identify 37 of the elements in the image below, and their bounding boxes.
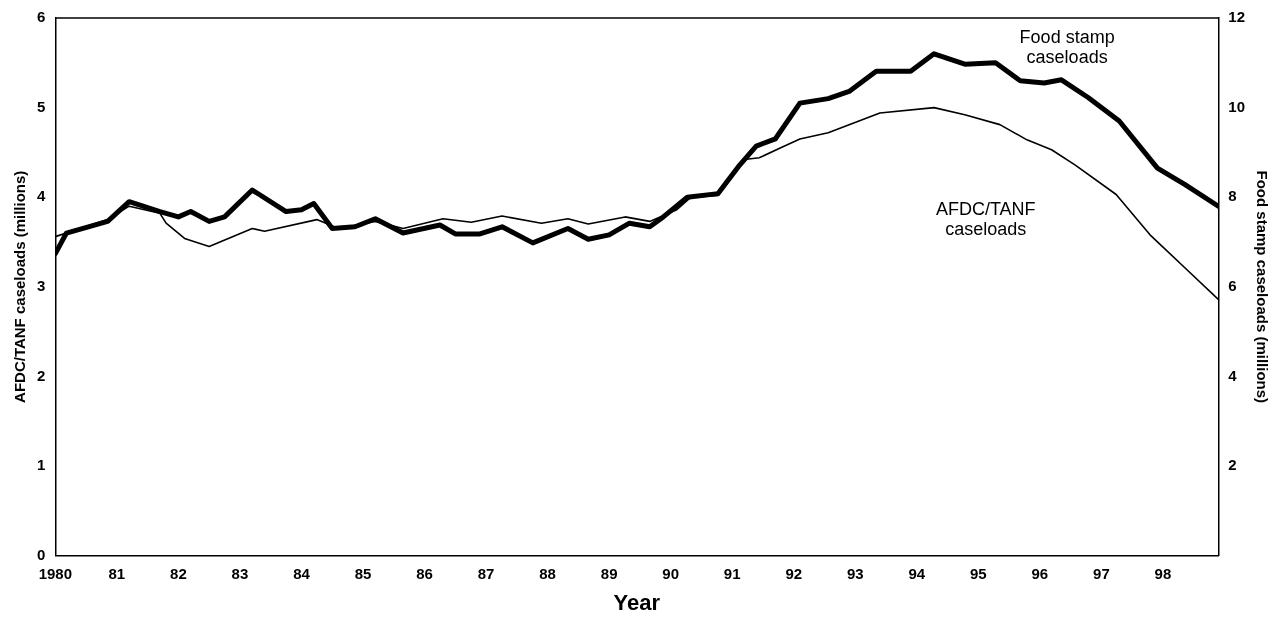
y-tick-label: 2 bbox=[37, 366, 46, 384]
y2-axis-title: Food stamp caseloads (millions) bbox=[1253, 170, 1271, 404]
y2-tick-label: 6 bbox=[1228, 276, 1237, 294]
x-tick-label: 97 bbox=[1093, 564, 1110, 582]
y2-tick-label: 2 bbox=[1228, 456, 1237, 474]
x-tick-label: 82 bbox=[170, 564, 187, 582]
x-tick-label: 94 bbox=[908, 564, 926, 582]
x-axis-title: Year bbox=[613, 589, 661, 615]
x-tick-label: 87 bbox=[477, 564, 495, 582]
y-tick-label: 4 bbox=[37, 187, 46, 205]
x-tick-label: 83 bbox=[231, 564, 249, 582]
x-tick-label: 86 bbox=[416, 564, 433, 582]
y-tick-label: 6 bbox=[37, 8, 46, 26]
y-tick-label: 3 bbox=[37, 276, 46, 294]
x-tick-label: 98 bbox=[1154, 564, 1172, 582]
x-tick-label: 1980 bbox=[38, 564, 73, 582]
x-tick-label: 85 bbox=[354, 564, 372, 582]
y2-tick-label: 8 bbox=[1228, 187, 1237, 205]
x-tick-label: 88 bbox=[539, 564, 556, 582]
y2-tick-label: 10 bbox=[1228, 97, 1245, 115]
y2-tick-label: 12 bbox=[1228, 8, 1245, 26]
x-tick-label: 91 bbox=[723, 564, 741, 582]
x-tick-label: 95 bbox=[969, 564, 987, 582]
x-tick-label: 84 bbox=[293, 564, 311, 582]
y-axis-title: AFDC/TANF caseloads (millions) bbox=[11, 170, 29, 403]
y-tick-label: 5 bbox=[37, 97, 46, 115]
x-tick-label: 89 bbox=[600, 564, 618, 582]
series-label: Food stamp caseloads bbox=[1019, 26, 1115, 67]
x-tick-label: 90 bbox=[662, 564, 680, 582]
x-tick-label: 81 bbox=[108, 564, 126, 582]
text: AFDC/TANF caseloads bbox=[935, 198, 1036, 239]
y2-tick-label: 4 bbox=[1228, 366, 1238, 384]
y-tick-label: 1 bbox=[37, 456, 46, 474]
x-tick-label: 92 bbox=[785, 564, 803, 582]
x-tick-label: 96 bbox=[1031, 564, 1049, 582]
y-tick-label: 0 bbox=[37, 545, 46, 563]
x-tick-label: 93 bbox=[846, 564, 864, 582]
